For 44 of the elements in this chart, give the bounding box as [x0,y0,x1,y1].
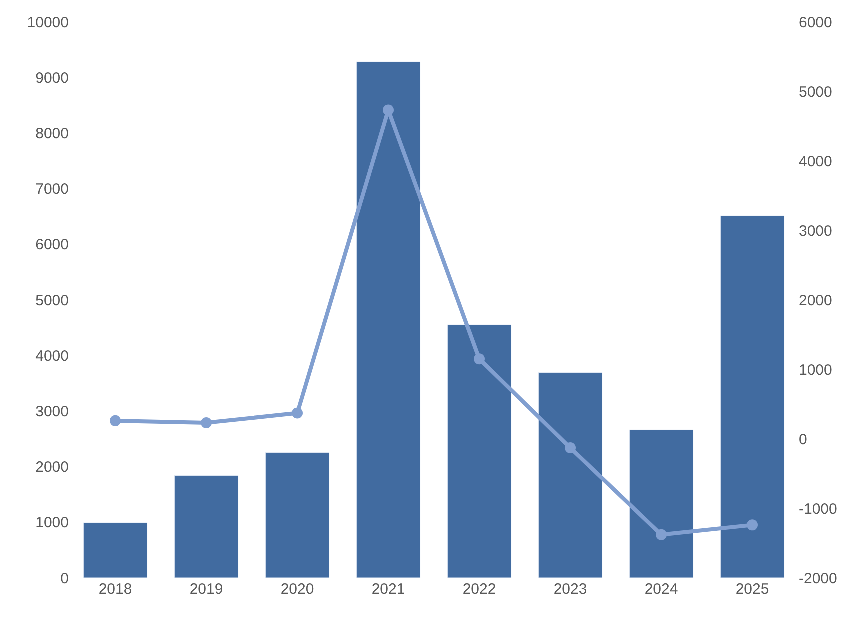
y-tick-label: 8000 [36,125,69,142]
x-tick-label: 2024 [644,581,678,598]
y-tick-label: 6000 [36,236,69,254]
x-tick-label: 2025 [736,581,770,598]
y-tick-label: 10000 [27,14,69,32]
y2-tick-label: 6000 [799,14,832,32]
point [656,529,667,540]
x-tick-label: 2018 [98,581,132,598]
point [110,415,121,426]
y2-tick-label: 3000 [799,222,832,240]
x-tick-label: 2023 [554,581,588,598]
point [565,442,576,454]
x-tick-label: 2020 [280,581,314,598]
point [383,104,394,116]
x-tick-label: 2022 [462,581,496,598]
bar [720,216,785,578]
bar [629,430,694,578]
y2-tick-label: -2000 [799,570,838,588]
bar [83,522,148,578]
bar [265,452,330,578]
point [747,520,758,531]
y2-tick-label: 1000 [799,362,832,379]
y2-tick-label: 4000 [799,153,832,170]
y2-tick-label: 0 [799,431,808,448]
y2-tick-label: 2000 [799,292,832,310]
point [292,408,303,419]
bar [174,475,239,578]
y-tick-label: 1000 [36,514,69,532]
point [201,418,212,429]
y2-tick-label: 5000 [799,84,832,101]
bar [447,324,512,578]
y-tick-label: 2000 [36,459,69,476]
point [474,354,485,365]
y-tick-label: 7000 [36,181,69,198]
y-tick-label: 0 [60,570,69,588]
y2-tick-label: -1000 [799,500,838,518]
bar [538,372,603,578]
x-tick-label: 2021 [372,581,406,598]
y-tick-label: 3000 [36,403,69,420]
bar [356,62,421,578]
y-tick-label: 4000 [36,348,69,365]
y-tick-label: 9000 [36,70,69,87]
x-tick-label: 2019 [190,581,224,598]
y-tick-label: 5000 [36,292,69,310]
